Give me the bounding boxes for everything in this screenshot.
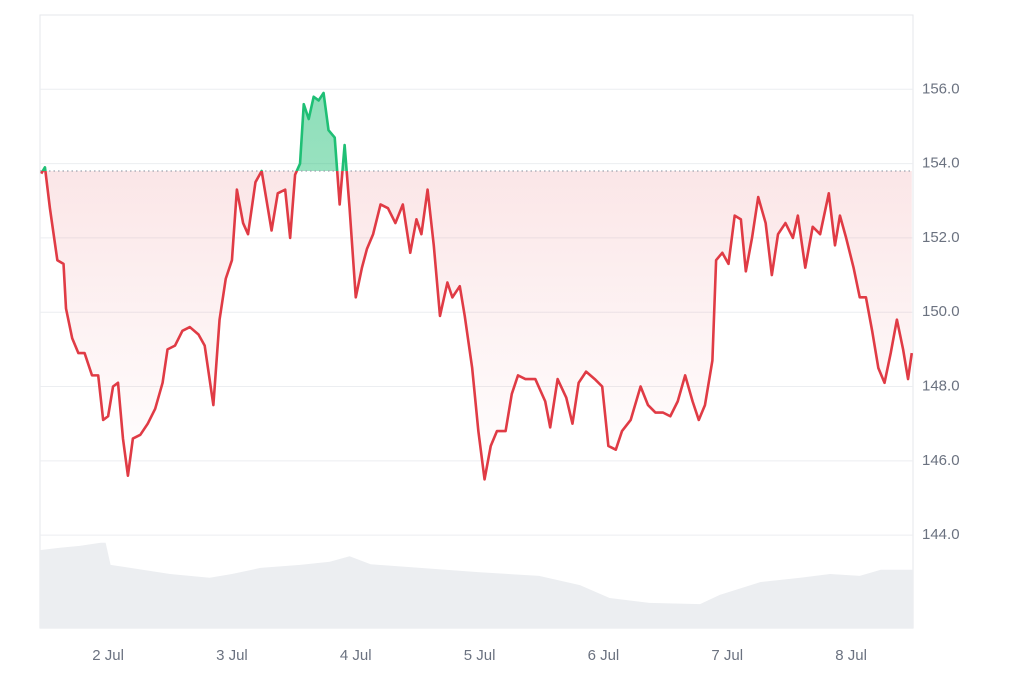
x-tick-label: 3 Jul bbox=[216, 647, 248, 664]
y-tick-label: 146.0 bbox=[922, 452, 960, 469]
x-tick-label: 2 Jul bbox=[92, 647, 124, 664]
x-tick-label: 6 Jul bbox=[588, 647, 620, 664]
y-tick-label: 154.0 bbox=[922, 155, 960, 172]
y-tick-label: 150.0 bbox=[922, 303, 960, 320]
x-tick-label: 5 Jul bbox=[464, 647, 496, 664]
price-line-below bbox=[40, 171, 913, 481]
y-tick-label: 144.0 bbox=[922, 526, 960, 543]
x-tick-label: 8 Jul bbox=[835, 647, 867, 664]
y-tick-label: 148.0 bbox=[922, 377, 960, 394]
x-tick-label: 4 Jul bbox=[340, 647, 372, 664]
x-tick-label: 7 Jul bbox=[711, 647, 743, 664]
y-tick-label: 156.0 bbox=[922, 80, 960, 97]
volume-area bbox=[40, 542, 913, 628]
y-tick-label: 152.0 bbox=[922, 229, 960, 246]
